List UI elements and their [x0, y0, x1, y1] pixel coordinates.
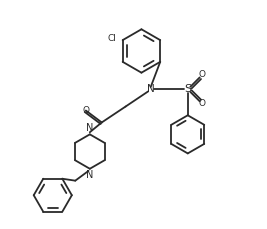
Text: N: N [86, 170, 93, 180]
Text: O: O [199, 70, 206, 79]
Text: S: S [184, 84, 191, 94]
Text: N: N [147, 84, 155, 94]
Text: O: O [199, 99, 206, 108]
Text: O: O [82, 106, 89, 115]
Text: Cl: Cl [107, 34, 116, 43]
Text: N: N [86, 123, 93, 133]
